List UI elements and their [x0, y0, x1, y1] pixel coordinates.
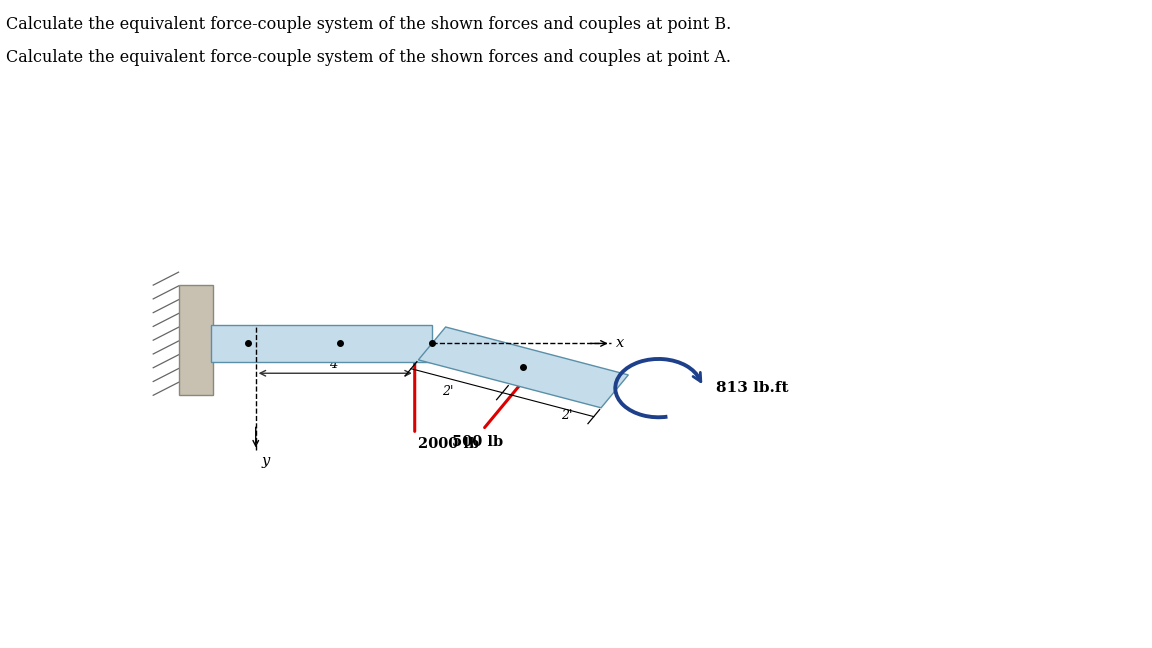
- Text: 25°: 25°: [444, 350, 467, 363]
- Text: •A: •A: [220, 336, 240, 351]
- Text: F•: F•: [331, 325, 349, 339]
- Text: x: x: [616, 336, 624, 351]
- Bar: [179, 285, 213, 395]
- Text: B•: B•: [407, 325, 426, 339]
- Polygon shape: [418, 327, 628, 408]
- Text: Calculate the equivalent force-couple system of the shown forces and couples at : Calculate the equivalent force-couple sy…: [6, 49, 730, 65]
- Text: 4': 4': [329, 358, 341, 371]
- Text: 2': 2': [442, 385, 454, 398]
- Text: y: y: [262, 454, 270, 468]
- Text: 2000 lb: 2000 lb: [418, 437, 479, 452]
- Text: Calculate the equivalent force-couple system of the shown forces and couples at : Calculate the equivalent force-couple sy…: [6, 16, 732, 33]
- Text: 500 lb: 500 lb: [452, 435, 502, 449]
- Text: C•: C•: [528, 370, 548, 384]
- Text: 2': 2': [561, 409, 573, 422]
- Text: 813 lb.ft: 813 lb.ft: [715, 381, 788, 395]
- Bar: [211, 325, 432, 362]
